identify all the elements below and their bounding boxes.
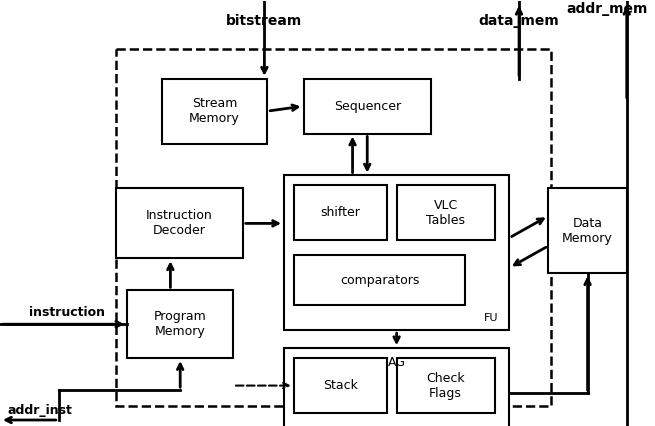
Text: AG: AG bbox=[388, 356, 405, 368]
Text: comparators: comparators bbox=[340, 274, 419, 287]
Bar bbox=[127, 290, 233, 358]
Text: data_mem: data_mem bbox=[479, 14, 559, 28]
Text: addr_inst: addr_inst bbox=[8, 403, 73, 417]
Bar bbox=[294, 185, 387, 240]
Text: Stream
Memory: Stream Memory bbox=[189, 97, 240, 125]
Text: FU: FU bbox=[484, 313, 499, 323]
Bar bbox=[284, 176, 509, 330]
Text: VLC
Tables: VLC Tables bbox=[426, 199, 465, 227]
Text: Data
Memory: Data Memory bbox=[562, 217, 613, 245]
Text: Instruction
Decoder: Instruction Decoder bbox=[146, 210, 213, 237]
Text: addr_mem: addr_mem bbox=[567, 2, 648, 16]
Bar bbox=[397, 185, 495, 240]
Text: Stack: Stack bbox=[323, 379, 358, 392]
Bar bbox=[548, 188, 627, 273]
Bar bbox=[294, 255, 465, 305]
Text: Sequencer: Sequencer bbox=[333, 100, 401, 112]
Text: shifter: shifter bbox=[320, 207, 360, 219]
Text: Check
Flags: Check Flags bbox=[426, 371, 465, 400]
Text: bitstream: bitstream bbox=[226, 14, 303, 28]
Bar bbox=[284, 348, 509, 426]
Text: instruction: instruction bbox=[29, 306, 105, 319]
Bar bbox=[115, 49, 552, 406]
Text: Program
Memory: Program Memory bbox=[154, 310, 206, 338]
Bar bbox=[115, 188, 243, 258]
Bar bbox=[294, 358, 387, 413]
Bar bbox=[397, 358, 495, 413]
Bar bbox=[162, 79, 267, 144]
Bar bbox=[303, 79, 431, 134]
